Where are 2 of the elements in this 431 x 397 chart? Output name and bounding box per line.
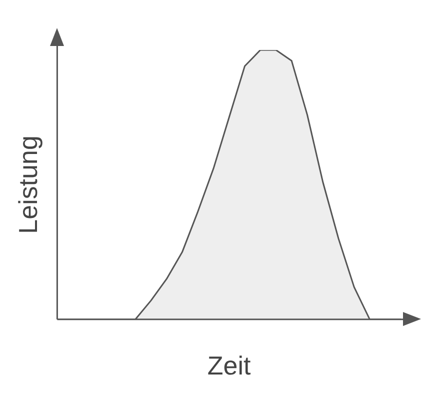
x-axis-title: Zeit: [207, 350, 252, 381]
y-axis-title: Leistung: [12, 136, 43, 234]
